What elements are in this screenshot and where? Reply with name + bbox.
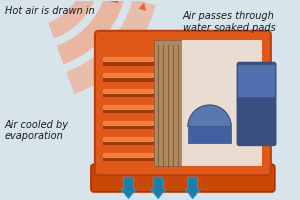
Bar [103,78,154,82]
Text: Hot air is drawn in: Hot air is drawn in [5,6,94,16]
Bar [103,142,154,145]
Bar [103,153,154,158]
Bar [103,89,154,94]
Polygon shape [138,2,146,11]
FancyBboxPatch shape [91,164,275,192]
Wedge shape [188,105,231,127]
FancyArrow shape [185,177,201,199]
Bar [103,137,154,142]
Bar [103,158,154,161]
Bar [154,40,182,166]
Bar [103,105,154,110]
Bar [103,126,154,129]
Text: Air cooled by
evaporation: Air cooled by evaporation [5,120,69,141]
Bar [103,57,154,62]
FancyBboxPatch shape [238,65,275,98]
Bar [182,40,262,166]
PathPatch shape [66,0,156,94]
PathPatch shape [57,0,125,64]
Bar [103,94,154,97]
FancyArrow shape [121,177,136,199]
FancyBboxPatch shape [95,31,271,175]
FancyBboxPatch shape [237,62,276,145]
Bar [103,73,154,78]
Polygon shape [108,0,119,4]
Bar [103,62,154,66]
FancyArrow shape [150,177,166,199]
Text: Air passes through
water soaked pads: Air passes through water soaked pads [183,11,276,33]
Bar [188,127,231,143]
PathPatch shape [48,0,98,38]
Bar [103,121,154,126]
Bar [103,110,154,113]
